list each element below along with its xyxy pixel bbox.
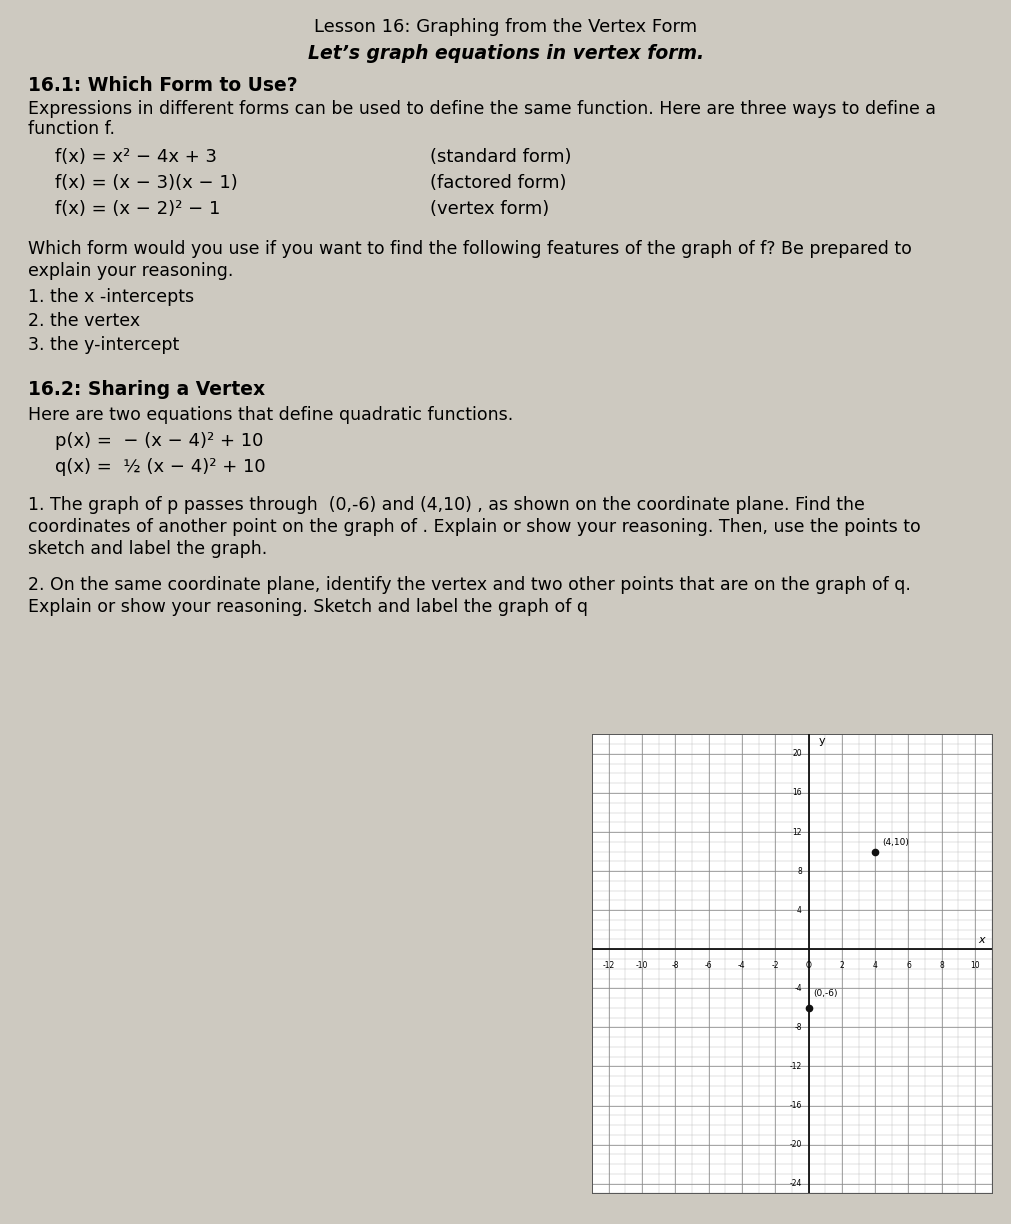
Text: 2: 2 [839, 961, 843, 969]
Text: 16.2: Sharing a Vertex: 16.2: Sharing a Vertex [28, 379, 265, 399]
Text: q(x) =  ½ (x − 4)² + 10: q(x) = ½ (x − 4)² + 10 [55, 458, 265, 476]
Text: sketch and label the graph.: sketch and label the graph. [28, 540, 267, 558]
Text: 16.1: Which Form to Use?: 16.1: Which Form to Use? [28, 76, 297, 95]
Text: -8: -8 [671, 961, 678, 969]
Text: explain your reasoning.: explain your reasoning. [28, 262, 234, 280]
Text: -6: -6 [704, 961, 712, 969]
Text: 12: 12 [792, 827, 801, 836]
Text: -2: -2 [770, 961, 778, 969]
Text: -4: -4 [794, 984, 801, 993]
Text: 1. The graph of p passes through  (0,-6) and (4,10) , as shown on the coordinate: 1. The graph of p passes through (0,-6) … [28, 496, 864, 514]
Text: 8: 8 [938, 961, 943, 969]
Text: 6: 6 [905, 961, 910, 969]
Text: 4: 4 [871, 961, 877, 969]
Text: -12: -12 [789, 1062, 801, 1071]
Text: (standard form): (standard form) [430, 148, 571, 166]
Text: 3. the y-intercept: 3. the y-intercept [28, 337, 179, 354]
Text: Let’s graph equations in vertex form.: Let’s graph equations in vertex form. [307, 44, 704, 62]
Text: function f.: function f. [28, 120, 115, 138]
Text: 2. the vertex: 2. the vertex [28, 312, 140, 330]
Text: 4: 4 [797, 906, 801, 914]
Text: 10: 10 [970, 961, 979, 969]
Text: -20: -20 [789, 1140, 801, 1149]
Text: 16: 16 [792, 788, 801, 798]
Text: 8: 8 [797, 867, 801, 875]
Text: (factored form): (factored form) [430, 174, 566, 192]
Text: -4: -4 [737, 961, 745, 969]
Text: f(x) = x² − 4x + 3: f(x) = x² − 4x + 3 [55, 148, 216, 166]
Text: -12: -12 [602, 961, 615, 969]
Text: p(x) =  − (x − 4)² + 10: p(x) = − (x − 4)² + 10 [55, 432, 263, 450]
Text: -16: -16 [789, 1102, 801, 1110]
Text: O: O [805, 961, 811, 969]
Text: f(x) = (x − 2)² − 1: f(x) = (x − 2)² − 1 [55, 200, 220, 218]
Text: coordinates of another point on the graph of . Explain or show your reasoning. T: coordinates of another point on the grap… [28, 518, 920, 536]
Text: Lesson 16: Graphing from the Vertex Form: Lesson 16: Graphing from the Vertex Form [314, 18, 697, 35]
Text: x: x [978, 935, 984, 945]
Text: (vertex form): (vertex form) [430, 200, 549, 218]
Text: -24: -24 [789, 1179, 801, 1189]
Text: 1. the x -intercepts: 1. the x -intercepts [28, 288, 194, 306]
Text: Expressions in different forms can be used to define the same function. Here are: Expressions in different forms can be us… [28, 100, 935, 118]
Text: Which form would you use if you want to find the following features of the graph: Which form would you use if you want to … [28, 240, 911, 258]
Text: Here are two equations that define quadratic functions.: Here are two equations that define quadr… [28, 406, 513, 424]
Text: f(x) = (x − 3)(x − 1): f(x) = (x − 3)(x − 1) [55, 174, 238, 192]
Text: -8: -8 [794, 1023, 801, 1032]
Text: (4,10): (4,10) [881, 837, 908, 847]
Text: (0,-6): (0,-6) [813, 989, 837, 998]
Text: y: y [818, 736, 824, 747]
Text: -10: -10 [635, 961, 647, 969]
Text: Explain or show your reasoning. Sketch and label the graph of q: Explain or show your reasoning. Sketch a… [28, 599, 587, 616]
Text: 20: 20 [792, 749, 801, 759]
Text: 2. On the same coordinate plane, identify the vertex and two other points that a: 2. On the same coordinate plane, identif… [28, 577, 910, 594]
